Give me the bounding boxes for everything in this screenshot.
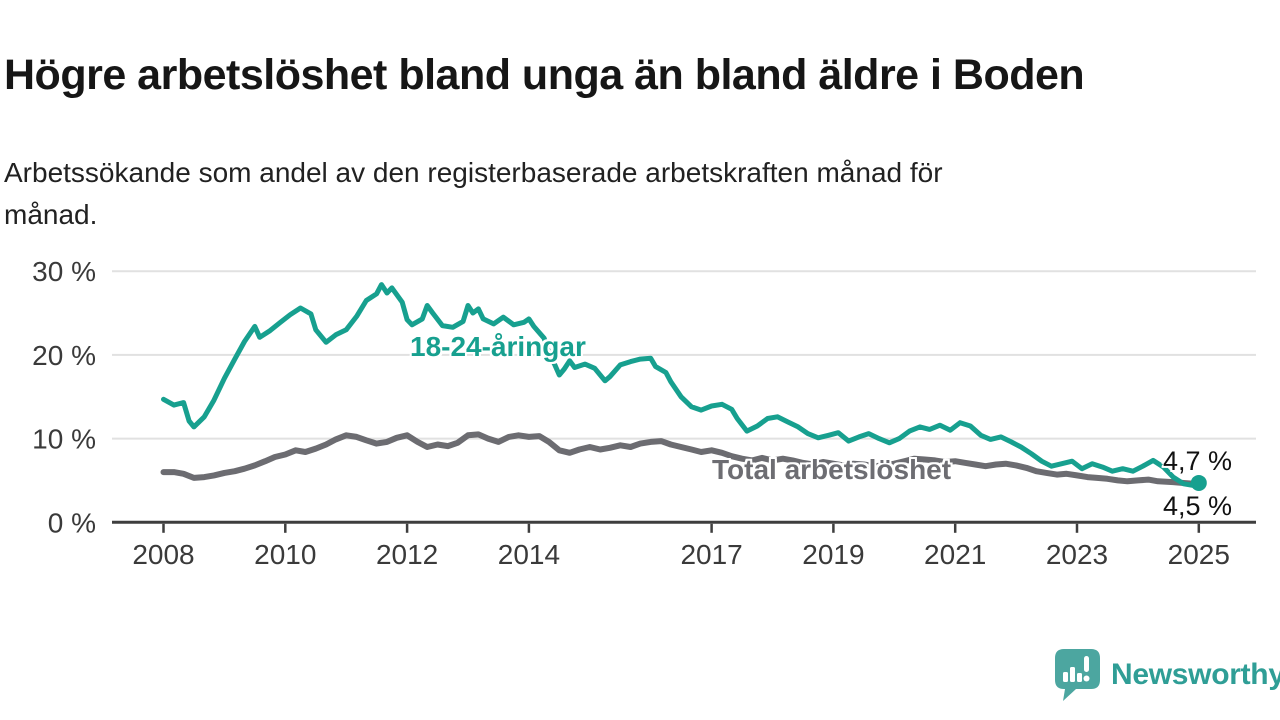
line-youth [161,282,1202,488]
y-tick-label: 0 % [48,507,96,538]
series-label-total: Total arbetslöshet [712,454,952,485]
chart-subtitle: Arbetssökande som andel av den registerb… [4,157,943,230]
newsworthy-logo: Newsworthy [1054,648,1280,701]
end-point-dot [1190,474,1207,491]
x-tick-label: 2025 [1168,539,1230,570]
x-tick-label: 2010 [254,539,316,570]
x-tick-label: 2014 [498,539,560,570]
end-value-total: 4,5 % [1162,491,1232,521]
newsworthy-bubble-icon [1055,649,1100,701]
newsworthy-wordmark: Newsworthy [1111,657,1280,691]
page-title: Högre arbetslöshet bland unga än bland ä… [4,50,1085,99]
series-label-youth: 18-24-åringar [410,331,586,362]
x-tick-label: 2021 [924,539,986,570]
y-tick-label: 30 % [32,256,96,287]
x-tick-label: 2023 [1046,539,1108,570]
x-tick-label: 2012 [376,539,438,570]
line-total [160,431,1202,488]
x-tick-label: 2008 [132,539,194,570]
x-tick-label: 2019 [802,539,864,570]
x-tick-label: 2017 [680,539,742,570]
y-tick-label: 20 % [32,340,96,371]
y-tick-label: 10 % [32,424,96,455]
end-value-youth: 4,7 % [1162,446,1232,476]
